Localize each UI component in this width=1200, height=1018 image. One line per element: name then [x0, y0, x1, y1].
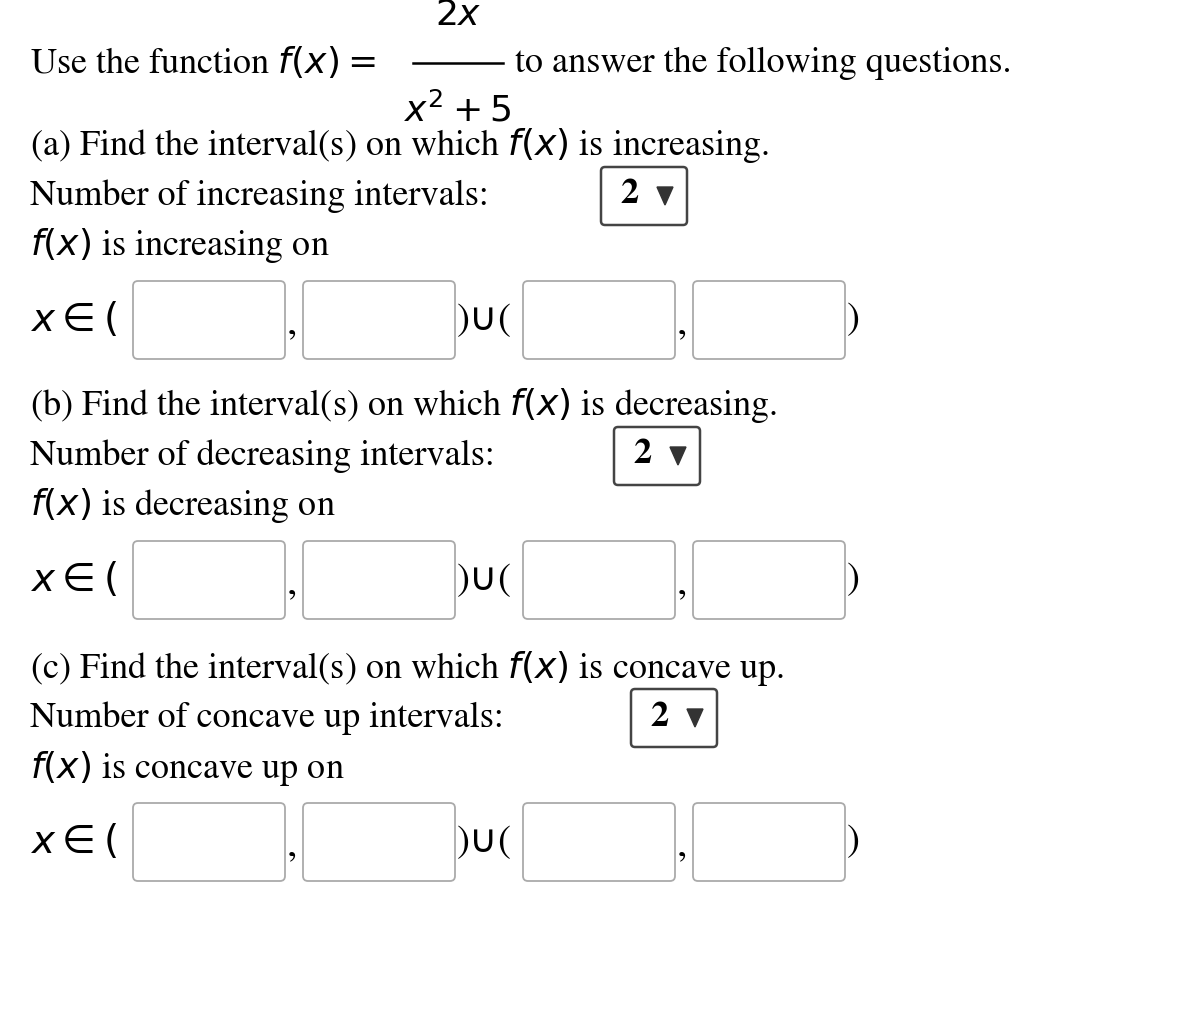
- FancyBboxPatch shape: [631, 689, 718, 747]
- Text: $f(x)$ is increasing on: $f(x)$ is increasing on: [30, 226, 330, 266]
- Text: $f(x)$ is decreasing on: $f(x)$ is decreasing on: [30, 487, 336, 525]
- FancyBboxPatch shape: [302, 541, 455, 619]
- Text: 2: 2: [650, 701, 668, 733]
- Text: ,: ,: [677, 305, 688, 343]
- Text: 2: 2: [632, 440, 652, 470]
- Text: Number of concave up intervals:: Number of concave up intervals:: [30, 701, 504, 735]
- FancyBboxPatch shape: [694, 541, 845, 619]
- Polygon shape: [658, 187, 673, 205]
- Text: (b) Find the interval(s) on which $f(x)$ is decreasing.: (b) Find the interval(s) on which $f(x)$…: [30, 387, 778, 426]
- Text: ,: ,: [677, 828, 688, 864]
- Text: $2x$: $2x$: [434, 0, 481, 33]
- Text: $f(x)$ is concave up on: $f(x)$ is concave up on: [30, 748, 344, 788]
- Text: ,: ,: [287, 828, 298, 864]
- Text: )$\cup$(: )$\cup$(: [456, 561, 511, 599]
- Text: )$\cup$(: )$\cup$(: [456, 301, 511, 339]
- Text: $x \in($: $x \in($: [30, 823, 118, 861]
- Text: ): ): [847, 302, 860, 337]
- FancyBboxPatch shape: [302, 281, 455, 359]
- Text: to answer the following questions.: to answer the following questions.: [515, 47, 1012, 79]
- FancyBboxPatch shape: [523, 541, 674, 619]
- Text: Use the function $f(x) =$: Use the function $f(x) =$: [30, 45, 376, 81]
- Polygon shape: [670, 447, 686, 465]
- FancyBboxPatch shape: [694, 803, 845, 881]
- FancyBboxPatch shape: [302, 803, 455, 881]
- Text: )$\cup$(: )$\cup$(: [456, 824, 511, 861]
- Text: (c) Find the interval(s) on which $f(x)$ is concave up.: (c) Find the interval(s) on which $f(x)$…: [30, 648, 784, 687]
- Text: (a) Find the interval(s) on which $f(x)$ is increasing.: (a) Find the interval(s) on which $f(x)$…: [30, 126, 769, 166]
- Text: ,: ,: [287, 565, 298, 603]
- Polygon shape: [686, 709, 703, 727]
- Text: $x^2 + 5$: $x^2 + 5$: [404, 93, 511, 129]
- Text: ): ): [847, 563, 860, 598]
- Text: $x \in($: $x \in($: [30, 300, 118, 339]
- Text: 2: 2: [620, 179, 638, 211]
- Text: ,: ,: [287, 305, 298, 343]
- FancyBboxPatch shape: [133, 541, 284, 619]
- Text: ,: ,: [677, 565, 688, 603]
- FancyBboxPatch shape: [614, 427, 700, 485]
- Text: $x \in($: $x \in($: [30, 561, 118, 600]
- FancyBboxPatch shape: [523, 803, 674, 881]
- FancyBboxPatch shape: [601, 167, 686, 225]
- Text: ): ): [847, 825, 860, 859]
- FancyBboxPatch shape: [523, 281, 674, 359]
- FancyBboxPatch shape: [694, 281, 845, 359]
- Text: Number of increasing intervals:: Number of increasing intervals:: [30, 179, 488, 213]
- FancyBboxPatch shape: [133, 803, 284, 881]
- Text: Number of decreasing intervals:: Number of decreasing intervals:: [30, 439, 494, 472]
- FancyBboxPatch shape: [133, 281, 284, 359]
